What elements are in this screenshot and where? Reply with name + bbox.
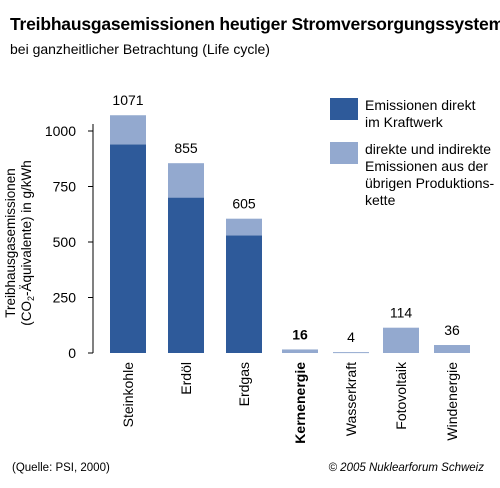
bar-segment-direct <box>226 235 262 353</box>
chart-title: Treibhausgasemissionen heutiger Stromver… <box>10 14 500 34</box>
x-category-label: Steinkohle <box>120 362 136 428</box>
bar-total-label: 4 <box>347 329 355 345</box>
bar-total-label: 605 <box>232 196 256 212</box>
legend-swatch-indirect <box>330 142 358 164</box>
bar-segment-indirect <box>434 345 470 353</box>
x-category-label: Kernenergie <box>292 362 308 444</box>
bar-segment-indirect <box>226 218 262 236</box>
y-tick-label: 500 <box>53 234 77 250</box>
bar-segment-direct <box>168 197 204 353</box>
x-category-label: Erdgas <box>236 362 252 406</box>
bar-segment-direct <box>110 144 146 353</box>
legend-label: Emissionen direkt <box>365 97 476 113</box>
y-axis-title-pre: (CO <box>19 301 34 326</box>
y-tick-label: 1000 <box>45 123 76 139</box>
x-category-label: Erdöl <box>178 362 194 395</box>
y-tick-label: 250 <box>53 290 77 306</box>
legend-label: übrigen Produktions- <box>365 175 495 191</box>
y-axis-title-line2: (CO2-Äquivalente) in g/kWh <box>19 160 36 326</box>
x-category-label: Fotovoltaik <box>393 361 409 430</box>
source-note: (Quelle: PSI, 2000) <box>12 462 110 474</box>
bar-total-label: 36 <box>444 322 460 338</box>
bar-segment-indirect <box>383 327 419 353</box>
bar-total-label: 16 <box>292 326 308 342</box>
legend-label: im Kraftwerk <box>365 114 444 130</box>
bar-total-label: 1071 <box>112 92 143 108</box>
x-category-label: Wasserkraft <box>343 362 359 436</box>
bar-segment-indirect <box>110 115 146 145</box>
y-axis-title-subscript: 2 <box>26 296 36 301</box>
legend-label: direkte und indirekte <box>365 141 491 157</box>
legend-label: kette <box>365 192 396 208</box>
legend-swatch-direct <box>330 98 358 120</box>
y-axis-title-post: -Äquivalente) in g/kWh <box>19 160 34 296</box>
bar-segment-indirect <box>168 163 204 198</box>
chart-subtitle: bei ganzheitlicher Betrachtung (Life cyc… <box>10 41 270 57</box>
y-axis-title-line1: Treibhausgasemissionen <box>3 168 18 318</box>
bar-segment-indirect <box>333 352 369 354</box>
bar-total-label: 114 <box>390 305 413 321</box>
y-tick-label: 750 <box>53 179 77 195</box>
bar-segment-indirect <box>282 349 318 353</box>
x-category-label: Windenergie <box>444 362 460 441</box>
copyright-note: © 2005 Nuklearforum Schweiz <box>328 462 485 474</box>
bar-total-label: 855 <box>174 140 198 156</box>
legend-label: Emissionen aus der <box>365 158 488 174</box>
y-tick-label: 0 <box>68 345 76 361</box>
